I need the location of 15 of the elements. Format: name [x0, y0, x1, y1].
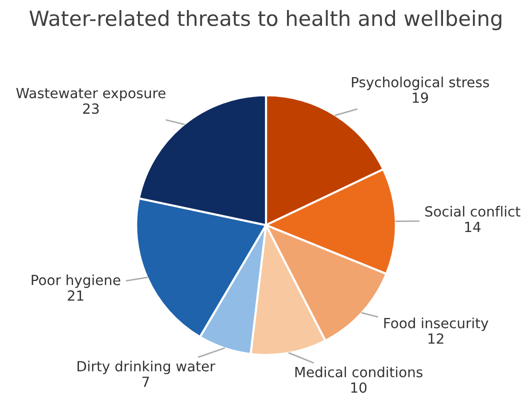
slice-label: Dirty drinking water — [78, 360, 216, 374]
slice-label: Wastewater exposure — [16, 88, 166, 102]
data-label: 23 — [83, 103, 99, 114]
data-label: 19 — [412, 92, 428, 103]
slice-label: Medical conditions — [295, 366, 422, 378]
data-label: 7 — [142, 376, 149, 387]
data-label: 21 — [68, 290, 84, 301]
slice-label: Social conflict — [425, 206, 520, 217]
data-label: 10 — [351, 382, 366, 393]
data-label: 12 — [428, 333, 444, 344]
chart-title: Water-related threats to health and wellbeing — [30, 10, 502, 30]
slice-label: Food insecurity — [384, 318, 488, 332]
slice-label: Psychological stress — [352, 76, 489, 90]
data-label: 14 — [465, 222, 481, 232]
slice-label: Poor hygiene — [32, 274, 120, 288]
